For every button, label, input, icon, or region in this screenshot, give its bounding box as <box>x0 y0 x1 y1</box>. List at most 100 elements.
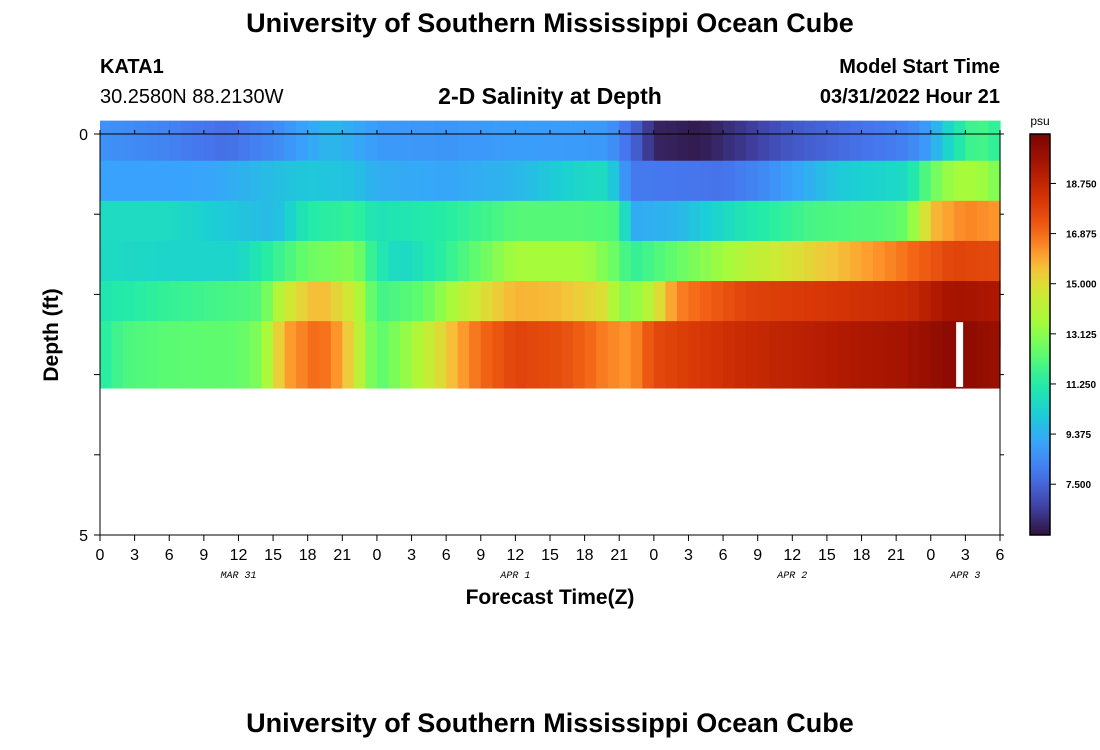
colorbar-tick-label: 9.375 <box>1066 430 1091 441</box>
heatmap-cell <box>630 321 643 389</box>
heatmap-cell <box>861 321 874 389</box>
date-label: APR 1 <box>499 571 530 582</box>
heatmap-cell <box>780 321 793 389</box>
heatmap-cell <box>492 321 505 389</box>
heatmap-cell <box>157 321 170 389</box>
heatmap-cell <box>434 321 447 389</box>
heatmap-cell <box>619 321 632 389</box>
heatmap-cell <box>723 321 736 389</box>
date-label: MAR 31 <box>220 571 256 582</box>
heatmap-cell <box>538 321 551 389</box>
x-tick-label: 6 <box>996 547 1005 564</box>
heatmap-cell <box>192 321 205 389</box>
x-tick-label: 18 <box>853 547 871 564</box>
station-name: KATA1 <box>100 56 164 78</box>
heatmap-cell <box>665 321 678 389</box>
date-label: APR 2 <box>776 571 807 582</box>
heatmap-cell <box>550 321 563 389</box>
heatmap-cell <box>803 321 816 389</box>
heatmap-cell <box>596 321 609 389</box>
heatmap-cell <box>826 321 840 389</box>
heatmap-cell <box>734 321 747 389</box>
heatmap-cell <box>273 321 286 389</box>
x-tick-label: 3 <box>130 547 139 564</box>
heatmap-cell <box>930 321 943 389</box>
x-tick-label: 15 <box>541 547 559 564</box>
heatmap-cell <box>342 321 355 389</box>
heatmap-cell <box>884 321 897 389</box>
heatmap-cell <box>896 321 909 389</box>
heatmap-cell <box>907 321 920 389</box>
colorbar-tick-label: 13.125 <box>1066 330 1097 341</box>
x-tick-label: 3 <box>684 547 693 564</box>
x-tick-label: 0 <box>96 547 105 564</box>
heatmap-cell <box>100 321 113 389</box>
y-axis-label: Depth (ft) <box>40 288 63 381</box>
heatmap-cell <box>457 321 470 389</box>
chart-subtitle: 2-D Salinity at Depth <box>438 83 662 109</box>
heatmap-cell <box>400 321 413 389</box>
x-tick-label: 3 <box>407 547 416 564</box>
heatmap-cell <box>169 321 182 389</box>
x-tick-label: 6 <box>165 547 174 564</box>
y-tick-label: 0 <box>79 127 88 144</box>
colorbar-tick-label: 18.750 <box>1066 179 1097 190</box>
heatmap-cell <box>411 321 424 389</box>
x-tick-label: 6 <box>719 547 728 564</box>
x-tick-label: 18 <box>576 547 594 564</box>
heatmap-cell <box>503 321 516 389</box>
heatmap-cell <box>250 321 263 389</box>
x-tick-label: 12 <box>506 547 524 564</box>
heatmap-cell <box>261 321 274 389</box>
heatmap-cell <box>307 321 320 389</box>
page-title: University of Southern Mississippi Ocean… <box>246 8 854 38</box>
model-start-value: 03/31/2022 Hour 21 <box>819 86 1000 108</box>
heatmap-cell <box>134 321 147 389</box>
heatmap-cell <box>919 321 932 389</box>
heatmap-cell <box>215 321 228 389</box>
x-tick-label: 15 <box>818 547 836 564</box>
heatmap-cell <box>423 321 436 389</box>
heatmap-cell <box>942 321 955 389</box>
y-tick-label: 5 <box>79 528 88 545</box>
x-tick-label: 9 <box>753 547 762 564</box>
heatmap-cell <box>111 321 124 389</box>
heatmap-cell <box>573 321 586 389</box>
heatmap-cell <box>746 321 759 389</box>
heatmap-cell <box>988 321 1001 389</box>
heatmap-cell <box>965 321 978 389</box>
colorbar-gradient <box>1029 133 1051 536</box>
heatmap-cell <box>515 321 528 389</box>
model-start-label: Model Start Time <box>839 56 1000 78</box>
date-label: APR 3 <box>949 571 980 582</box>
x-tick-label: 12 <box>783 547 801 564</box>
x-tick-label: 0 <box>372 547 381 564</box>
heatmap-cell <box>353 321 366 389</box>
colorbar-unit: psu <box>1030 114 1049 128</box>
x-tick-label: 15 <box>264 547 282 564</box>
heatmap-cell <box>238 321 251 389</box>
colorbar-tick-label: 11.250 <box>1066 380 1096 391</box>
heatmap-cell <box>480 321 493 389</box>
heatmap-cell <box>838 321 851 389</box>
heatmap-cell <box>676 321 690 389</box>
heatmap-cell <box>792 321 805 389</box>
heatmap-cell <box>815 321 828 389</box>
heatmap-cell <box>123 321 136 389</box>
x-tick-label: 0 <box>926 547 935 564</box>
heatmap-cell <box>526 321 540 389</box>
x-tick-label: 9 <box>199 547 208 564</box>
heatmap-cell <box>330 321 343 389</box>
heatmap-cell <box>365 321 378 389</box>
heatmap-cell <box>873 321 886 389</box>
heatmap-cell <box>607 321 620 389</box>
heatmap-cell <box>376 321 390 389</box>
heatmap-cell <box>388 321 401 389</box>
footer-title: University of Southern Mississippi Ocean… <box>246 708 854 738</box>
heatmap-cell <box>446 321 459 389</box>
heatmap-cell <box>226 321 240 389</box>
heatmap-cell <box>469 321 482 389</box>
x-tick-label: 21 <box>610 547 628 564</box>
heatmap-cell <box>146 321 159 389</box>
heatmap-cell <box>769 321 782 389</box>
